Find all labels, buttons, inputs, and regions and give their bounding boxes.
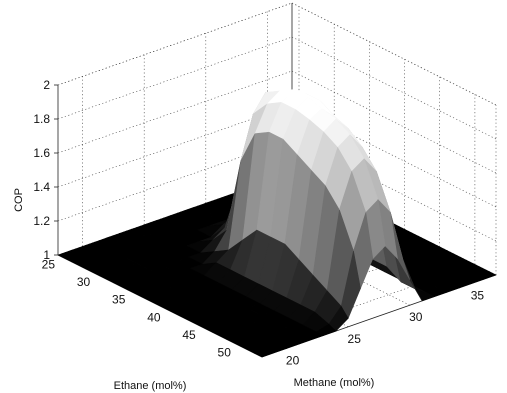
y-tick-label: 25 (42, 258, 56, 272)
z-tick-label: 1.8 (33, 112, 50, 126)
x-tick-label: 30 (409, 310, 423, 324)
x-tick-label: 25 (348, 332, 362, 346)
wall-edge (291, 2, 497, 106)
x-axis-ticks: 20 25 30 35 (286, 289, 484, 368)
surface (57, 89, 497, 358)
z-tick-label: 1.2 (33, 214, 50, 228)
z-axis-ticks: 1 1.2 1.4 1.6 1.8 2 (33, 78, 58, 262)
z-grid-line (291, 2, 497, 106)
y-tick-label: 35 (112, 293, 126, 307)
z-grid-line (57, 36, 293, 120)
z-tick-label: 1 (43, 248, 50, 262)
z-tick-label: 1.4 (33, 180, 50, 194)
y-tick-label: 50 (218, 345, 232, 359)
y-tick-label: 30 (77, 275, 91, 289)
y-axis-label: Ethane (mol%) (114, 380, 187, 392)
y-axis-ticks: 25 30 35 40 45 50 (42, 258, 232, 360)
surface-patch (254, 348, 276, 358)
z-tick-label: 1.6 (33, 146, 50, 160)
z-axis-label: COP (13, 188, 25, 212)
x-tick-label: 35 (471, 289, 485, 303)
z-tick-label: 2 (43, 78, 50, 92)
x-tick-label: 20 (286, 353, 300, 367)
y-tick-label: 40 (147, 310, 161, 324)
y-tick-label: 45 (182, 328, 196, 342)
x-axis-label: Methane (mol%) (294, 377, 375, 389)
z-grid-line (57, 2, 293, 86)
